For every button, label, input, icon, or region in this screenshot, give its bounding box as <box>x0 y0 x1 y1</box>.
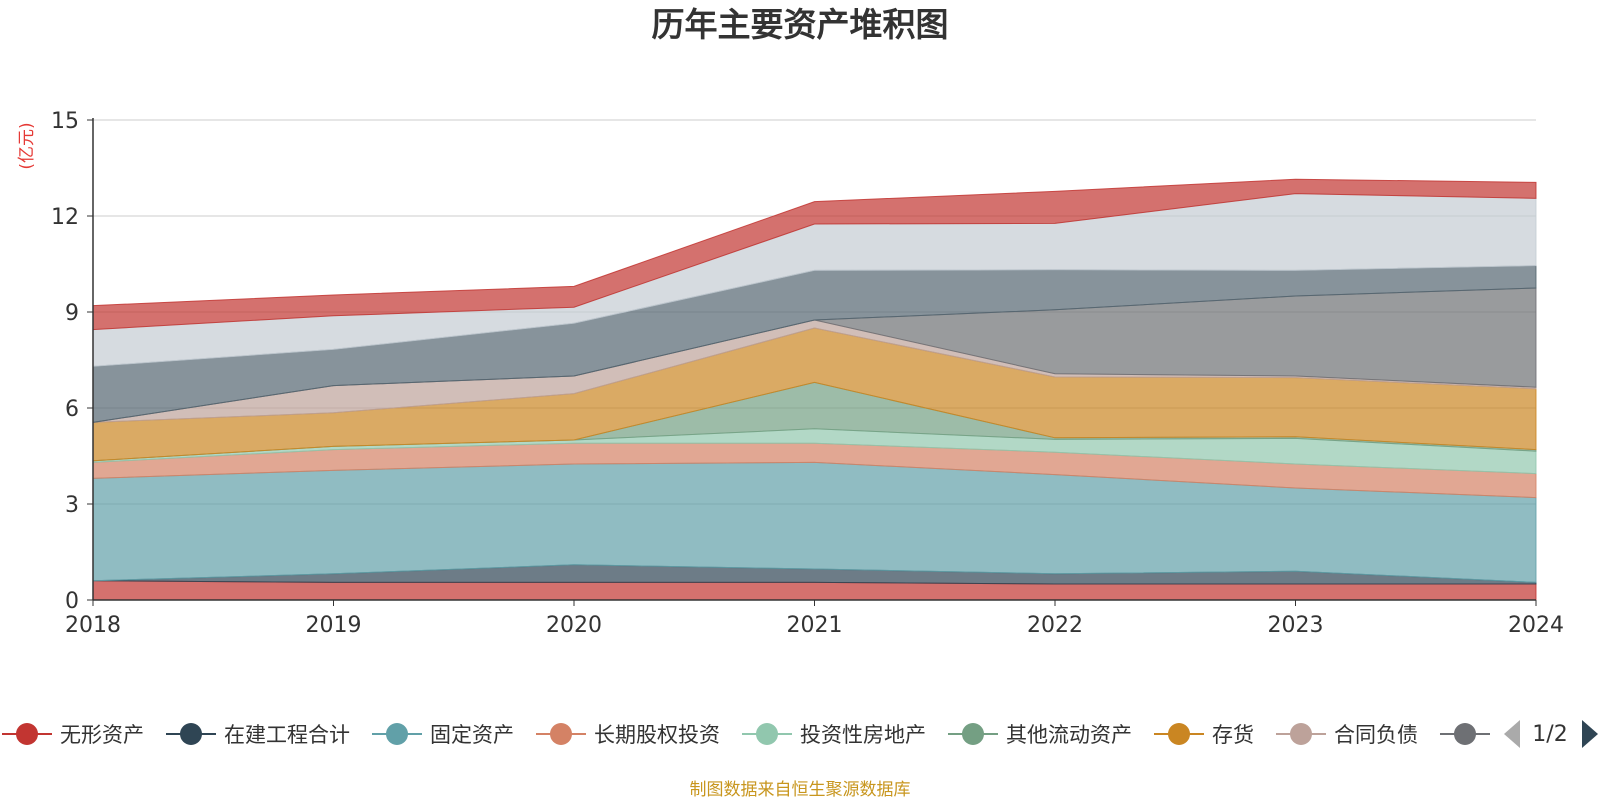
legend-item[interactable]: 固定资产 <box>371 723 514 747</box>
legend-item[interactable]: 无形资产 <box>2 723 144 747</box>
x-tick-label: 2024 <box>1508 613 1564 638</box>
area-series-layer <box>92 178 1537 601</box>
y-tick-label: 6 <box>65 397 79 422</box>
legend-marker-icon <box>385 723 408 745</box>
x-tick-label: 2019 <box>306 613 362 638</box>
legend-page-indicator: 1/2 <box>1532 722 1567 747</box>
chart-title: 历年主要资产堆积图 <box>652 5 949 44</box>
legend-label: 其他流动资产 <box>1006 723 1132 747</box>
legend-marker-icon <box>549 723 572 745</box>
x-tick-label: 2023 <box>1268 613 1324 638</box>
legend-marker-icon <box>16 723 38 745</box>
legend-item[interactable]: 存货 <box>1153 723 1254 747</box>
legend-label: 投资性房地产 <box>800 723 926 747</box>
legend-marker-icon <box>755 723 778 745</box>
data-source-note: 制图数据来自恒生聚源数据库 <box>690 780 911 800</box>
legend-marker-icon <box>179 723 202 745</box>
legend-next-page-icon[interactable] <box>1582 720 1598 748</box>
x-tick-label: 2020 <box>546 613 602 638</box>
legend[interactable]: 无形资产 在建工程合计 固定资产 长期股权投资 投资性房地产 其他流动资产 存货 合同负债 应收… <box>2 723 1582 747</box>
legend-marker-icon <box>1289 723 1312 745</box>
y-tick-label: 12 <box>51 205 79 230</box>
legend-item[interactable]: 在建工程合计 <box>165 723 350 747</box>
legend-label: 合同负债 <box>1334 723 1418 747</box>
legend-item[interactable]: 长期股权投资 <box>535 723 720 747</box>
legend-label: 长期股权投资 <box>594 723 720 747</box>
legend-item[interactable]: 其他流动资产 <box>947 723 1132 747</box>
legend-items: 无形资产 在建工程合计 固定资产 长期股权投资 投资性房地产 其他流动资产 存货 合同负债 应收… <box>2 723 1582 747</box>
axes: 0 3 6 9 12 15 2018 2019 2020 2021 2022 2023 2024 <box>51 109 1564 638</box>
legend-label: 固定资产 <box>430 723 514 747</box>
legend-marker-icon <box>961 723 984 745</box>
y-axis-unit-label: (亿元) <box>17 122 37 169</box>
legend-prev-page-icon[interactable] <box>1504 720 1520 748</box>
x-tick-label: 2021 <box>787 613 843 638</box>
legend-label: 存货 <box>1212 723 1254 747</box>
legend-item[interactable]: 投资性房地产 <box>741 723 926 747</box>
legend-item[interactable]: 合同负债 <box>1275 723 1418 747</box>
y-tick-label: 3 <box>65 493 79 518</box>
legend-marker-icon <box>1167 723 1190 745</box>
legend-label: 无形资产 <box>60 723 144 747</box>
legend-marker-icon <box>1453 723 1476 745</box>
y-tick-label: 0 <box>65 589 79 614</box>
legend-label: 在建工程合计 <box>224 723 350 747</box>
x-tick-label: 2022 <box>1027 613 1083 638</box>
legend-pager: 1/2 <box>1504 720 1598 748</box>
x-tick-label: 2018 <box>65 613 121 638</box>
y-tick-label: 9 <box>65 301 79 326</box>
y-tick-label: 15 <box>51 109 79 134</box>
legend-item[interactable]: 应收账款 <box>1439 723 1582 747</box>
area-series-12 <box>92 178 1537 331</box>
